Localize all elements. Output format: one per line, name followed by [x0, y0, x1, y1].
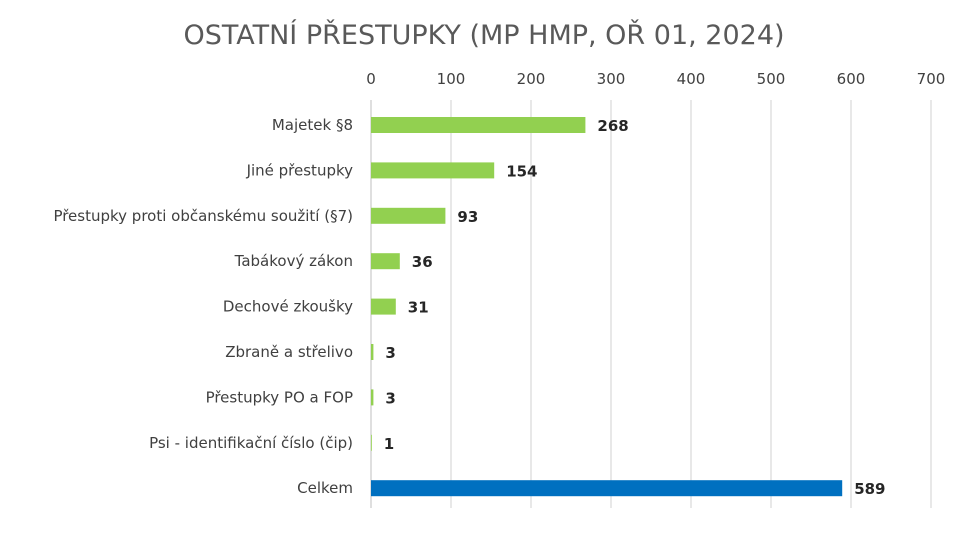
- x-tick-label: 500: [757, 70, 786, 88]
- data-label: 154: [506, 162, 537, 180]
- data-label: 1: [384, 435, 394, 453]
- bar: [371, 389, 374, 406]
- bar: [371, 480, 843, 497]
- category-label: Celkem: [297, 479, 353, 497]
- gridlines: [370, 100, 932, 508]
- bar: [371, 207, 446, 224]
- category-label: Jiné přestupky: [246, 161, 354, 179]
- bar: [371, 162, 495, 179]
- x-tick-label: 0: [366, 70, 376, 88]
- category-label: Dechové zkoušky: [223, 298, 353, 316]
- bar: [371, 344, 374, 360]
- data-label: 36: [412, 253, 433, 271]
- category-label: Psi - identifikační číslo (čip): [149, 434, 353, 452]
- category-label: Tabákový zákon: [234, 252, 353, 270]
- category-label: Zbraně a střelivo: [225, 343, 353, 361]
- x-tick-label: 200: [517, 70, 546, 88]
- data-label: 93: [457, 208, 478, 226]
- bar: [371, 298, 396, 315]
- x-tick-label: 300: [597, 70, 626, 88]
- data-label: 31: [408, 299, 429, 317]
- x-tick-label: 600: [837, 70, 866, 88]
- x-tick-label: 700: [917, 70, 946, 88]
- category-labels: Majetek §8 Jiné přestupky Přestupky proti …: [53, 116, 353, 497]
- data-label: 268: [597, 117, 628, 135]
- category-label: Přestupky PO a FOP: [206, 388, 353, 406]
- bar: [371, 117, 586, 133]
- bar: [371, 434, 372, 451]
- chart-title: OSTATNÍ PŘESTUPKY (MP HMP, OŘ 01, 2024): [183, 19, 784, 51]
- bar: [371, 253, 400, 270]
- data-label: 3: [385, 344, 395, 362]
- category-label: Přestupky proti občanskému soužití (§7): [53, 207, 353, 225]
- x-tick-label: 100: [437, 70, 466, 88]
- data-label: 3: [385, 389, 395, 407]
- data-label: 589: [854, 480, 885, 498]
- category-label: Majetek §8: [272, 116, 353, 134]
- bars: [371, 117, 843, 497]
- x-axis-tick-labels: 0 100 200 300 400 500 600 700: [366, 70, 945, 88]
- x-tick-label: 400: [677, 70, 706, 88]
